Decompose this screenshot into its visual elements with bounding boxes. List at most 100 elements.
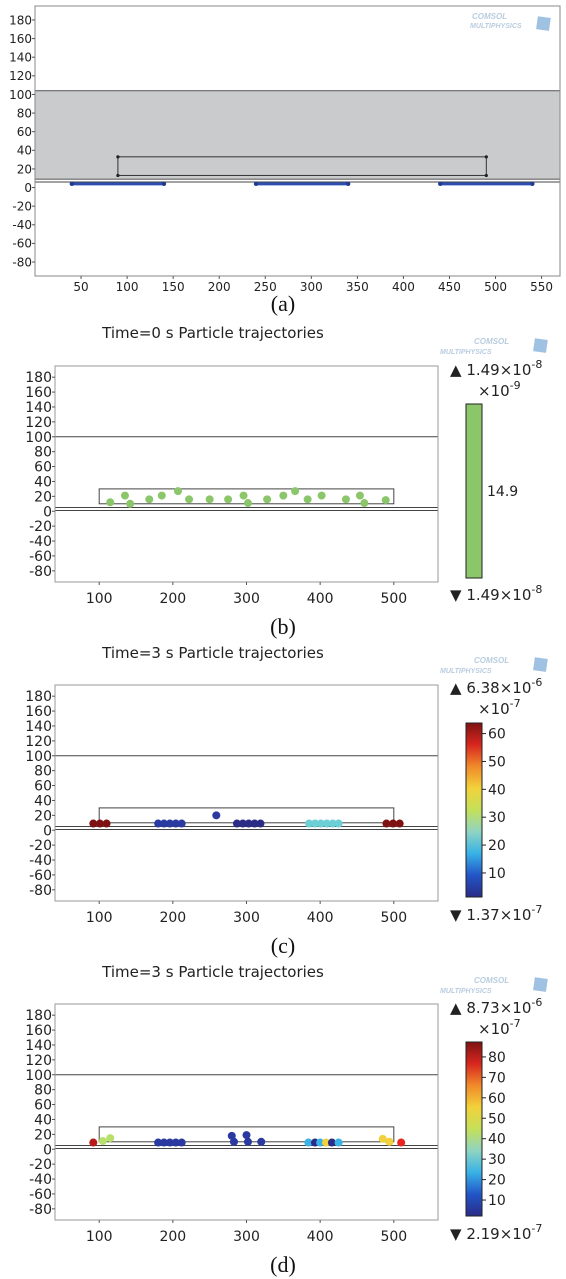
- colorbar-min-exp: -7: [531, 903, 542, 916]
- particle-point: [174, 487, 183, 496]
- particle-point: [126, 499, 135, 508]
- colorbar-tick-label: 40: [488, 782, 506, 798]
- y-tick-label: 60: [34, 779, 52, 795]
- colorbar-scale-exp: -7: [510, 1017, 521, 1030]
- y-tick-label: -80: [12, 255, 32, 269]
- x-tick-label: 200: [159, 1229, 186, 1245]
- y-tick-label: 20: [34, 1127, 52, 1143]
- y-tick-label: 120: [25, 1053, 52, 1069]
- y-tick-label: 20: [34, 489, 52, 505]
- y-tick-label: -20: [12, 199, 32, 213]
- y-tick-label: 100: [25, 1068, 52, 1084]
- caption-b: (b): [270, 614, 296, 639]
- y-tick-label: -20: [29, 1157, 52, 1173]
- x-tick-label: 300: [233, 910, 260, 926]
- y-tick-label: -40: [29, 534, 52, 550]
- particle-point: [232, 819, 241, 828]
- vertex-point: [116, 173, 120, 178]
- inner-rectangle: [117, 156, 487, 176]
- particle-point: [279, 491, 288, 500]
- y-tick-label: 120: [9, 69, 32, 83]
- logo-line1: COMSOL: [472, 12, 507, 21]
- colorbar-ticks: 80 70 60 50 40 30 20 10: [482, 1050, 506, 1209]
- particle-point: [120, 491, 129, 500]
- colorbar-min-value: 1.49×10: [466, 586, 531, 604]
- particle-point: [291, 487, 300, 496]
- y-tick-label: -20: [29, 519, 52, 535]
- y-tick-label: 160: [9, 32, 32, 46]
- colorbar-max-value: 1.49×10: [466, 361, 531, 379]
- colorbar-tick-label: 60: [488, 1091, 506, 1107]
- particle-point: [242, 1131, 251, 1140]
- colorbar-scale-exp: -7: [510, 697, 521, 710]
- particle-point: [381, 496, 390, 505]
- colorbar-gradient-bar: [465, 722, 483, 898]
- particle-point: [316, 1138, 325, 1147]
- channel-region: [34, 90, 561, 180]
- particle-point: [205, 495, 214, 504]
- x-tick-label: 200: [208, 280, 231, 294]
- particle-point: [154, 819, 163, 828]
- vertex-point: [484, 173, 488, 178]
- logo-b: COMSOL MULTIPHYSICS: [440, 337, 548, 356]
- colorbar-tick-label: 30: [488, 1152, 506, 1168]
- y-tick-label: 60: [17, 125, 32, 139]
- colorbar-min-label: ▼ 1.37×10-7: [450, 903, 542, 924]
- colorbar-ticks: 60 50 40 30 20 10: [482, 727, 506, 882]
- particle-point: [322, 1138, 331, 1147]
- y-tick-label: -40: [29, 853, 52, 869]
- x-tick-label: 500: [484, 280, 507, 294]
- y-tick-label: 100: [25, 749, 52, 765]
- particle-point: [341, 495, 350, 504]
- colorbar-tick-label: 70: [488, 1070, 506, 1086]
- colorbar-scale-value: ×10: [478, 700, 510, 718]
- particle-point: [304, 1138, 313, 1147]
- particle-point: [334, 1138, 343, 1147]
- logo-line2: MULTIPHYSICS: [440, 349, 492, 356]
- y-tick-label: 80: [34, 764, 52, 780]
- plot-frame: [54, 365, 439, 583]
- colorbar-max-label: ▲ 8.73×10-6: [450, 996, 542, 1017]
- particle-point: [257, 1137, 266, 1146]
- colorbar-tick-label: 20: [488, 838, 506, 854]
- particle-point: [310, 819, 319, 828]
- y-tick-label: 160: [25, 704, 52, 720]
- caption-d: (d): [270, 1252, 296, 1277]
- y-tick-label: 0: [43, 504, 52, 520]
- colorbar-tick-label: 10: [488, 866, 506, 882]
- x-tick-label: 450: [438, 280, 461, 294]
- electrode-endpoint: [530, 181, 535, 187]
- y-tick-label: 0: [43, 823, 52, 839]
- plot-frame: [54, 684, 439, 902]
- y-tick-label: 140: [25, 1038, 52, 1054]
- particle-point: [303, 495, 312, 504]
- y-tick-label: 180: [9, 13, 32, 27]
- particle-point: [334, 819, 343, 828]
- particle-point: [244, 819, 253, 828]
- colorbar-tick-label: 10: [488, 1193, 506, 1209]
- x-tick-label: 200: [159, 591, 186, 607]
- particle-point: [160, 1138, 169, 1147]
- particle-point: [171, 819, 180, 828]
- particle-point: [243, 1137, 252, 1146]
- particle-point: [171, 1138, 180, 1147]
- particle-point: [98, 1137, 107, 1146]
- colorbar-min-label: ▼ 2.19×10-7: [450, 1222, 542, 1243]
- colorbar-max-label: ▲ 6.38×10-6: [450, 676, 542, 697]
- x-tick-label: 200: [159, 910, 186, 926]
- logo-line2: MULTIPHYSICS: [470, 23, 522, 30]
- colorbar-tick-label: 50: [488, 1111, 506, 1127]
- y-tick-label: 140: [9, 51, 32, 65]
- particle-point: [327, 1138, 336, 1147]
- y-tick-label: 0: [24, 181, 32, 195]
- particle-point: [106, 1134, 115, 1143]
- particle-point: [95, 819, 104, 828]
- x-tick-label: 400: [392, 280, 415, 294]
- colorbar-min-label: ▼ 1.49×10-8: [450, 583, 542, 604]
- logo-cube-icon: [533, 657, 548, 672]
- y-tick-label: -40: [29, 1172, 52, 1188]
- particle-point: [385, 1137, 394, 1146]
